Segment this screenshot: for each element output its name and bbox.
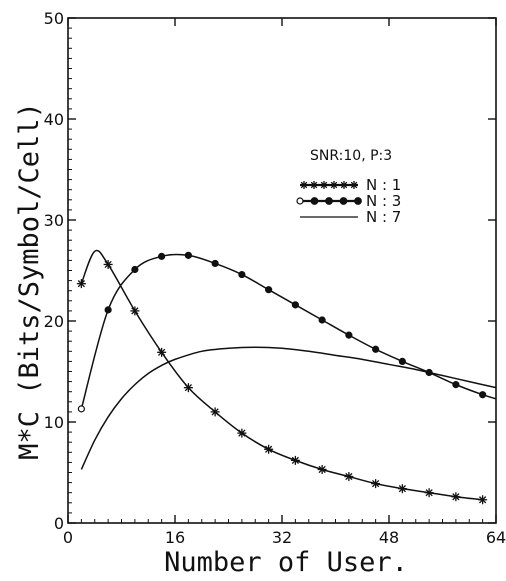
legend-label: N : 1 [366, 176, 401, 194]
data-point [424, 488, 434, 498]
data-point [397, 484, 407, 494]
data-point [104, 306, 112, 314]
data-point [452, 381, 460, 389]
data-point [158, 252, 166, 260]
legend-marker [310, 181, 318, 189]
y-tick-label: 30 [44, 211, 64, 230]
data-point [398, 357, 406, 365]
star-stroke [350, 181, 358, 189]
star-stroke [318, 465, 326, 474]
star-stroke [291, 456, 299, 464]
star-stroke [425, 489, 433, 497]
star-stroke [345, 472, 353, 481]
star-stroke [300, 181, 308, 189]
series-line [80, 346, 497, 470]
legend-item: N : 3 [296, 192, 401, 210]
x-tick-label: 64 [486, 528, 506, 547]
data-point [344, 472, 354, 482]
series-3 [80, 346, 497, 470]
y-tick-label: 20 [44, 312, 64, 331]
x-tick-label: 48 [379, 528, 399, 547]
data-point [103, 259, 113, 269]
star-stroke [330, 181, 338, 189]
x-tick-label: 16 [165, 528, 185, 547]
data-point [211, 259, 219, 268]
legend-marker [350, 181, 358, 189]
star-stroke [158, 348, 166, 356]
star-stroke [340, 181, 348, 189]
legend-marker [310, 197, 319, 205]
legend-marker [354, 197, 362, 205]
star-stroke [310, 181, 318, 189]
data-point [479, 391, 487, 399]
data-point [371, 479, 381, 489]
data-point [131, 265, 139, 274]
annotation-text: SNR:10, P:3 [310, 148, 392, 164]
star-stroke [265, 445, 273, 453]
legend-marker [330, 181, 338, 189]
star-stroke [184, 384, 192, 392]
data-point [76, 279, 86, 289]
legend-marker [300, 181, 308, 189]
star-stroke [238, 429, 246, 437]
data-point [264, 444, 274, 454]
legend-label: N : 3 [366, 192, 401, 210]
legend-marker [296, 197, 304, 205]
data-point [317, 464, 327, 474]
series-layer [76, 249, 497, 505]
legend-label: N : 7 [366, 208, 401, 226]
legend-marker [320, 181, 328, 189]
legend-marker [339, 197, 348, 205]
data-point [318, 316, 326, 324]
star-stroke [452, 493, 460, 501]
y-tick-label: 50 [44, 9, 64, 28]
star-stroke [211, 408, 219, 416]
data-point [77, 405, 85, 413]
star-stroke [77, 280, 85, 288]
data-point [290, 455, 300, 465]
data-point [237, 428, 247, 438]
legend-marker [325, 197, 333, 205]
data-point [478, 495, 488, 505]
axis-ticks [67, 17, 497, 524]
series-1 [76, 249, 488, 505]
series-line [80, 249, 483, 501]
data-point [451, 492, 461, 502]
data-point [157, 347, 167, 357]
y-tick-label: 0 [54, 514, 64, 533]
data-point [130, 306, 140, 316]
star-stroke [104, 260, 112, 269]
tick-labels: 0 16 32 48 64 0 10 20 30 40 50 [44, 9, 506, 547]
y-axis-title: M*C (Bits/Symbol/Cell) [14, 102, 45, 460]
data-point [265, 286, 273, 294]
legend-item: N : 7 [300, 208, 401, 226]
legend: N : 1N : 3N : 7 [296, 176, 401, 226]
series-2 [77, 251, 497, 413]
y-tick-label: 40 [44, 110, 64, 129]
x-tick-label: 0 [63, 528, 73, 547]
star-stroke [479, 496, 487, 504]
data-point [372, 345, 380, 353]
legend-item: N : 1 [300, 176, 401, 194]
legend-marker [340, 181, 348, 189]
y-tick-label: 10 [44, 413, 64, 432]
x-tick-label: 32 [272, 528, 292, 547]
data-point [345, 331, 353, 339]
star-stroke [398, 485, 406, 493]
data-point [210, 407, 220, 417]
data-point [184, 251, 192, 259]
star-stroke [372, 480, 380, 488]
data-point [291, 301, 299, 309]
data-point [238, 270, 246, 279]
series-line [80, 253, 497, 410]
star-stroke [320, 181, 328, 189]
x-axis-title: Number of User. [164, 547, 408, 578]
star-stroke [131, 307, 139, 315]
data-point [183, 383, 193, 393]
